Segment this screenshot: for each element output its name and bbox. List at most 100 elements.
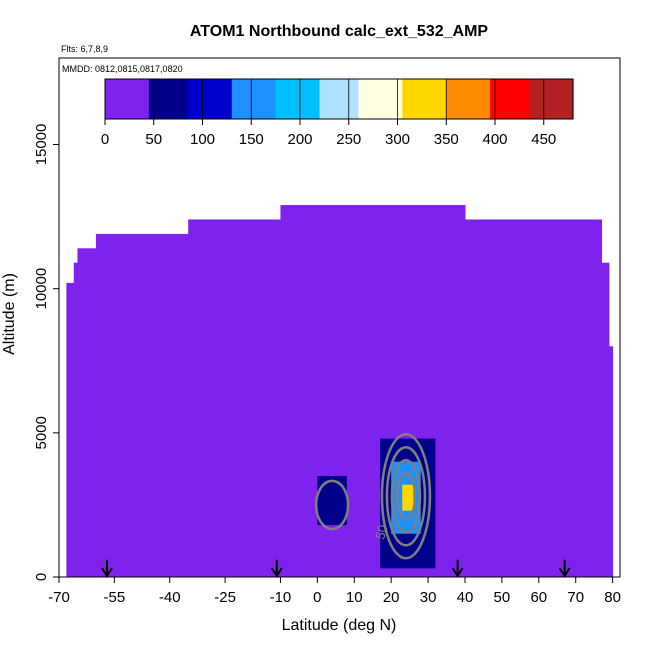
colorbar-cell	[304, 79, 311, 119]
colorbar-cell	[382, 79, 389, 119]
colorbar-cell	[295, 79, 301, 119]
colorbar-cell	[460, 79, 467, 119]
colorbar-cell	[168, 79, 174, 119]
x-tick-label: 70	[567, 589, 584, 606]
colorbar-cell	[309, 79, 316, 119]
colorbar-cell	[480, 79, 486, 119]
colorbar-cell	[236, 79, 243, 119]
colorbar-cell	[407, 79, 413, 119]
dates-label: MMDD: 0812,0815,0817,0820	[62, 64, 183, 74]
colorbar-cell	[343, 79, 350, 119]
colorbar-tick-label: 50	[145, 131, 162, 148]
colorbar-cell	[465, 79, 472, 119]
colorbar-cell	[499, 79, 506, 119]
colorbar-cell	[319, 79, 325, 119]
colorbar-cell	[222, 79, 228, 119]
flights-label: Flts: 6,7,8,9	[61, 44, 108, 54]
x-tick-label: -40	[159, 589, 181, 606]
colorbar-tick-label: 450	[531, 131, 556, 148]
colorbar-cell	[387, 79, 394, 119]
colorbar-cell	[543, 79, 550, 119]
x-tick-label: 80	[604, 589, 621, 606]
x-tick-label: 20	[383, 589, 400, 606]
colorbar-cell	[324, 79, 330, 119]
x-tick-label: -70	[48, 589, 70, 606]
x-tick-label: -25	[214, 589, 236, 606]
colorbar-tick-label: 0	[101, 131, 109, 148]
curtain-column	[464, 219, 603, 577]
contour-line	[380, 433, 432, 560]
colorbar-cell	[412, 79, 418, 119]
colorbar-cell	[373, 79, 379, 119]
colorbar-cell	[524, 79, 530, 119]
colorbar-cell	[192, 79, 199, 119]
colorbar-cell	[529, 79, 535, 119]
colorbar-cell	[353, 79, 360, 119]
colorbar-cell	[568, 79, 574, 119]
colorbar-cell	[421, 79, 428, 119]
contour-label: 50	[372, 523, 390, 541]
colorbar-cell	[329, 79, 335, 119]
colorbar-cell	[456, 79, 462, 119]
feature-lower-layer	[88, 542, 606, 577]
colorbar-cell	[183, 79, 189, 119]
colorbar-cell	[275, 79, 282, 119]
colorbar: 0 50 100 150 200 250 300 350 400 450	[101, 78, 574, 148]
colorbar-cell	[563, 79, 569, 119]
colorbar-cell	[178, 79, 184, 119]
colorbar-cell	[217, 79, 223, 119]
x-tick-label: 30	[420, 589, 437, 606]
colorbar-tick-label: 350	[434, 131, 459, 148]
x-tick-label: 60	[530, 589, 547, 606]
axes: -70 -55 -40 -25 -10 0 10 20 30 40 50 60 70 80 0 5000 100…	[33, 57, 621, 606]
x-tick-label: 50	[494, 589, 511, 606]
colorbar-cell	[256, 79, 262, 119]
colorbar-cell	[397, 79, 403, 119]
colorbar-cell	[105, 79, 111, 119]
chart-title: ATOM1 Northbound calc_ext_532_AMP	[190, 23, 488, 40]
colorbar-cell	[334, 79, 340, 119]
colorbar-cell	[226, 79, 233, 119]
colorbar-tick-label: 250	[336, 131, 361, 148]
colorbar-cell	[144, 79, 150, 119]
colorbar-cell	[495, 79, 501, 119]
colorbar-cell	[534, 79, 540, 119]
colorbar-cell	[402, 79, 408, 119]
colorbar-tick-label: 150	[239, 131, 264, 148]
curtain-column	[95, 233, 189, 577]
plot-frame	[58, 57, 621, 578]
plot-area: 50	[66, 205, 614, 578]
feature-south-plume-core	[317, 476, 347, 526]
colorbar-cell	[202, 79, 208, 119]
colorbar-cell	[509, 79, 516, 119]
colorbar-cell	[114, 79, 121, 119]
colorbar-cell	[339, 79, 345, 119]
curtain-column	[601, 262, 610, 577]
colorbar-cell	[392, 79, 399, 119]
colorbar-cell	[490, 79, 496, 119]
colorbar-cell	[173, 79, 179, 119]
x-tick-label: 0	[313, 589, 321, 606]
colorbar-cell	[261, 79, 267, 119]
colorbar-cell	[246, 79, 252, 119]
colorbar-cell	[519, 79, 525, 119]
colorbar-cell	[280, 79, 286, 119]
colorbar-cell	[446, 79, 452, 119]
y-tick-label: 5000	[33, 416, 50, 449]
x-tick-label: 10	[346, 589, 363, 606]
colorbar-cell	[485, 79, 491, 119]
flight-marker-arrowhead	[270, 567, 283, 578]
flight-marker-arrowhead	[451, 567, 464, 578]
colorbar-cell	[431, 79, 438, 119]
contour-line	[385, 446, 427, 547]
colorbar-cell	[197, 79, 204, 119]
curtain-column	[77, 248, 97, 578]
colorbar-cell	[109, 79, 116, 119]
y-tick-label: 15000	[33, 124, 50, 166]
colorbar-tick-label: 300	[385, 131, 410, 148]
colorbar-cell	[124, 79, 130, 119]
y-tick-label: 0	[33, 573, 50, 581]
curtain-column	[66, 282, 75, 577]
colorbar-cell	[270, 79, 277, 119]
